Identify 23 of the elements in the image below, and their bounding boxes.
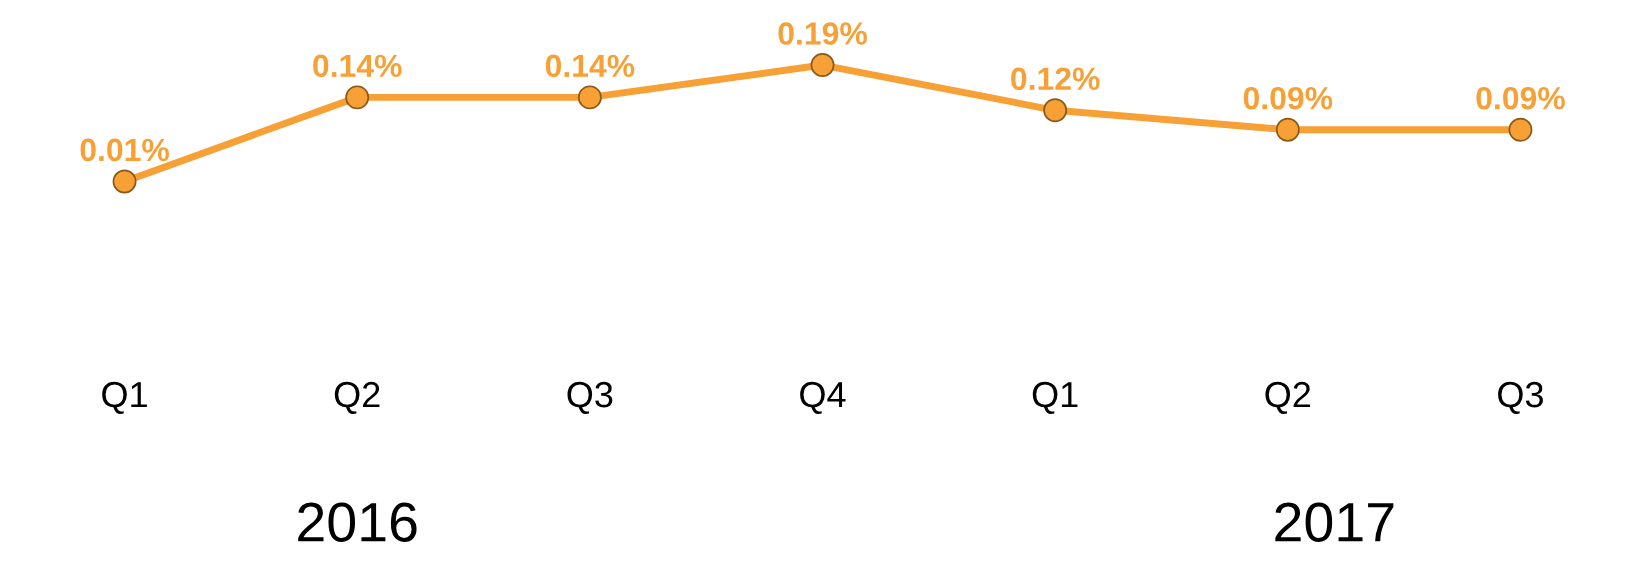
data-label: 0.12% bbox=[1011, 67, 1100, 91]
point bbox=[1275, 117, 1300, 142]
x-tick-label: Q2 bbox=[334, 381, 380, 414]
point bbox=[345, 85, 370, 110]
data-label: 0.09% bbox=[1476, 86, 1565, 110]
point bbox=[1043, 98, 1068, 123]
point bbox=[1508, 117, 1533, 142]
x-tick-label: Q3 bbox=[567, 381, 613, 414]
x-tick-label: Q4 bbox=[800, 381, 846, 414]
point bbox=[112, 169, 137, 194]
x-tick-label: Q3 bbox=[1498, 381, 1543, 414]
point bbox=[810, 53, 835, 78]
data-label: 0.09% bbox=[1243, 86, 1333, 110]
data-label: 0.14% bbox=[545, 54, 635, 78]
data-label: 0.19% bbox=[778, 22, 867, 45]
point bbox=[577, 85, 602, 110]
text: 2016 bbox=[298, 502, 417, 542]
text: 2017 bbox=[1275, 502, 1394, 542]
data-label: 0.14% bbox=[313, 54, 402, 78]
x-tick-label: Q1 bbox=[1032, 381, 1078, 414]
x-tick-label: Q1 bbox=[102, 381, 147, 414]
x-tick-label: Q2 bbox=[1265, 381, 1311, 414]
data-label: 0.01% bbox=[80, 138, 169, 162]
